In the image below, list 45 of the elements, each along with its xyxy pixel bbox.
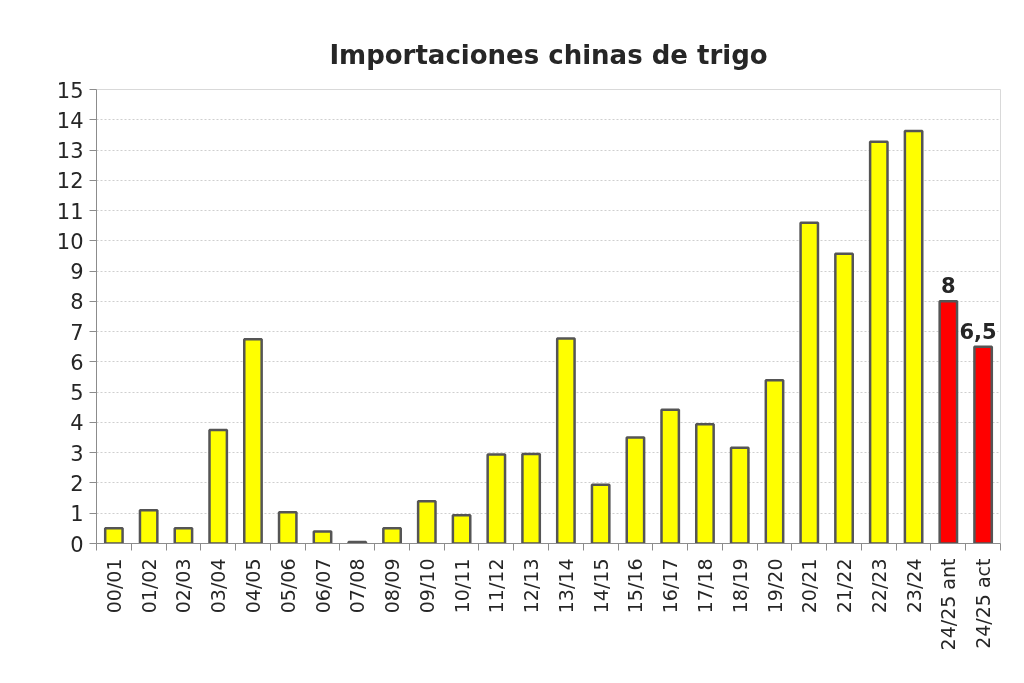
y-tick-label: 6 — [70, 350, 84, 375]
x-tick-label: 23/24 — [902, 558, 925, 614]
x-tick-label: 20/21 — [798, 558, 821, 614]
x-tick-label: 08/09 — [381, 558, 404, 614]
x-tick-label: 19/20 — [763, 558, 786, 614]
y-tick-label: 8 — [70, 290, 84, 315]
y-tick-label: 4 — [70, 411, 84, 436]
chart-title: Importaciones chinas de trigo — [329, 39, 768, 70]
data-label: 6,5 — [959, 319, 997, 344]
y-tick-label: 15 — [56, 78, 84, 103]
x-tick-label: 15/16 — [624, 558, 647, 614]
y-tick-label: 0 — [70, 532, 84, 557]
x-tick-label: 04/05 — [241, 558, 264, 614]
y-tick-label: 12 — [56, 169, 84, 194]
x-tick-label: 22/23 — [867, 558, 890, 614]
x-tick-label: 03/04 — [207, 558, 230, 614]
x-tick-label: 09/10 — [415, 558, 438, 614]
data-label: 8 — [941, 274, 956, 299]
y-tick-label: 10 — [56, 229, 84, 254]
x-tick-label: 18/19 — [728, 558, 751, 614]
y-tick-label: 5 — [70, 381, 84, 406]
y-tick-label: 13 — [56, 139, 84, 164]
y-tick-label: 7 — [70, 320, 84, 345]
x-tick-label: 11/12 — [485, 558, 508, 614]
y-tick-label: 9 — [70, 260, 84, 285]
x-tick-label: 10/11 — [450, 558, 473, 614]
x-tick-label: 00/01 — [102, 558, 125, 614]
y-tick-label: 2 — [70, 471, 84, 496]
x-tick-label: 07/08 — [346, 558, 369, 614]
x-tick-label: 24/25 act — [972, 558, 995, 649]
x-tick-label: 06/07 — [311, 558, 334, 614]
y-tick-label: 14 — [56, 108, 84, 133]
x-tick-label: 01/02 — [137, 558, 160, 614]
y-tick-label: 3 — [70, 441, 84, 466]
x-tick-label: 05/06 — [276, 558, 299, 614]
x-tick-label: 17/18 — [693, 558, 716, 614]
x-tick-label: 14/15 — [589, 558, 612, 614]
x-tick-label: 02/03 — [172, 558, 195, 614]
x-tick-label: 24/25 ant — [937, 558, 960, 651]
x-tick-label: 12/13 — [520, 558, 543, 614]
x-tick-label: 16/17 — [659, 558, 682, 614]
x-tick-label: 13/14 — [554, 558, 577, 614]
y-tick-label: 1 — [70, 502, 84, 527]
x-tick-label: 21/22 — [833, 558, 856, 614]
y-tick-label: 11 — [56, 199, 84, 224]
